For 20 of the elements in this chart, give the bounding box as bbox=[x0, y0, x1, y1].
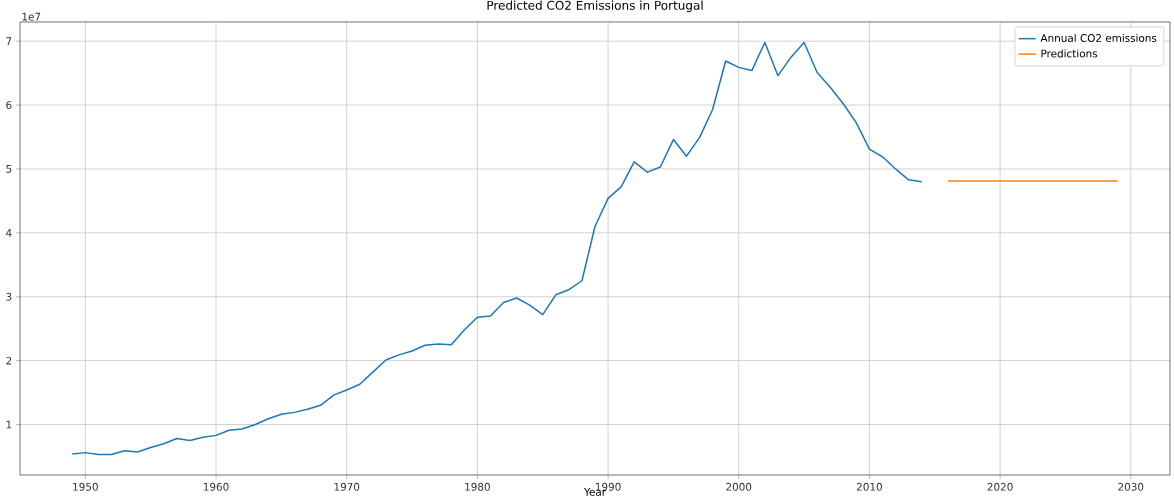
x-tick-label: 1960 bbox=[203, 482, 229, 491]
y-tick-label: 4 bbox=[6, 229, 12, 237]
legend-label: Predictions bbox=[1041, 49, 1098, 58]
x-tick-label: 2030 bbox=[1118, 482, 1144, 491]
y-tick-label: 5 bbox=[6, 165, 12, 173]
x-tick-label: 1970 bbox=[334, 482, 360, 491]
y-tick-label: 6 bbox=[6, 101, 12, 109]
x-tick-label: 1950 bbox=[73, 482, 98, 491]
y-tick-label: 7 bbox=[6, 37, 12, 45]
x-tick-label: 2000 bbox=[726, 482, 752, 491]
y-tick-label: 2 bbox=[6, 356, 12, 365]
y-tick-label: 1 bbox=[6, 420, 12, 429]
chart-title: Predicted CO2 Emissions in Portugal bbox=[487, 0, 703, 13]
y-tick-label: 3 bbox=[6, 292, 12, 301]
x-tick-label: 2020 bbox=[987, 482, 1013, 491]
text: 1e7 bbox=[22, 12, 41, 21]
x-tick-label: 2010 bbox=[856, 482, 882, 491]
legend-label: Annual CO2 emissions bbox=[1040, 33, 1157, 42]
x-tick-label: 1980 bbox=[465, 482, 490, 491]
line-series bbox=[71, 41, 923, 456]
